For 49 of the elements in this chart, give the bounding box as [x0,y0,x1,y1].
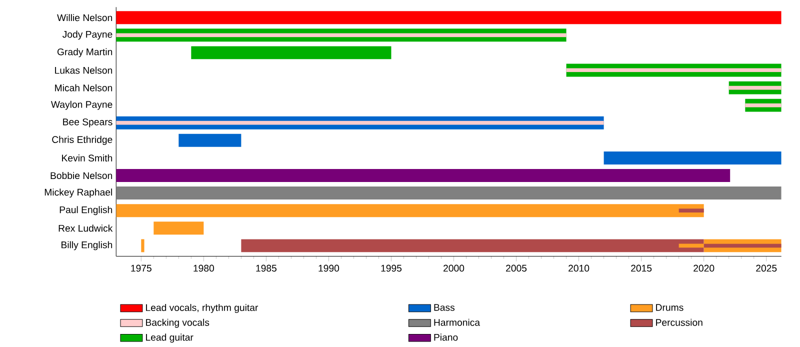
y-tick-label: Billy English [62,241,112,250]
y-tick-label: Lukas Nelson [55,66,112,74]
legend-label: Harmonica [434,318,480,326]
y-tick-label: Bee Spears [63,118,112,128]
y-tick-label: Mickey Raphael [44,188,112,198]
legend-label: Lead vocals, rhythm guitar [146,304,258,313]
x-tick-label: 2000 [444,264,464,272]
bar [678,244,704,248]
bar [116,33,566,37]
x-tick-label: 1990 [318,264,340,272]
x-tick-label: 1995 [381,264,402,272]
bar [728,86,782,90]
x-tick-label: 1985 [256,264,276,272]
bar [116,168,730,182]
y-tick-label: Grady Martin [57,48,112,58]
bar [745,103,782,108]
legend-label: Bass [434,304,455,311]
legend-label: Lead guitar [146,334,194,343]
x-tick-label: 2010 [568,264,590,272]
y-tick-label: Kevin Smith [62,154,112,162]
y-tick-label: Paul English [60,206,112,215]
y-tick-label: Micah Nelson [55,84,112,92]
y-tick-label: Willie Nelson [57,14,112,22]
bar [116,204,704,217]
x-tick-label: 2020 [694,264,714,272]
bar [178,134,242,147]
x-tick-label: 2005 [506,264,527,272]
bar [154,222,204,235]
legend-label: Percussion [656,318,702,326]
bar [141,239,144,252]
y-tick-label: Chris Ethridge [52,136,112,145]
legend-label: Piano [434,334,458,341]
bar [604,151,782,164]
bar [566,68,782,72]
legend-label: Drums [656,304,684,311]
x-tick-label: 2025 [756,264,777,272]
y-tick-label: Jody Payne [62,30,112,40]
x-tick-label: 1980 [194,264,214,272]
legend-label: Backing vocals [146,318,210,328]
bar [116,120,604,125]
x-tick-label: 1975 [131,264,152,272]
y-tick-label: Rex Ludwick [58,224,113,232]
bar [116,11,782,24]
x-tick-label: 2015 [631,264,652,272]
bar [191,46,392,60]
y-tick-label: Waylon Payne [50,100,112,110]
y-tick-label: Bobbie Nelson [50,172,112,179]
bar [704,244,782,248]
bar [116,186,782,200]
